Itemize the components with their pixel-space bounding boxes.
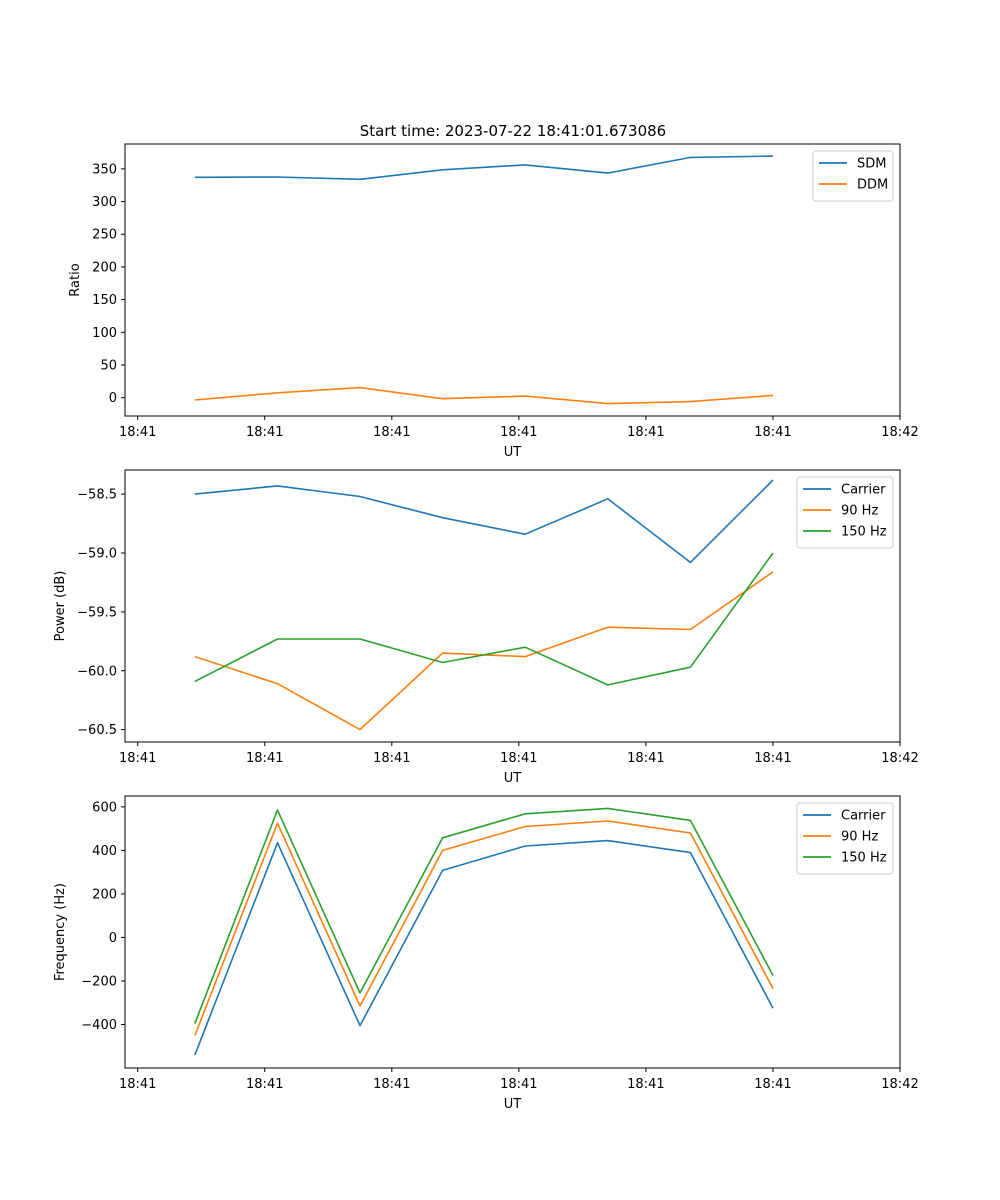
frequency-y-axis-label: Frequency (Hz) [53, 883, 68, 981]
ratio-y-tick-label: 0 [109, 391, 117, 406]
frequency-panel: 18:41 18:41 18:41 18:41 18:41 18:41 18:42 −400 −… [53, 795, 919, 1112]
ratio-x-tick-label: 18:41 [119, 425, 156, 440]
power-series-150-hz-line [194, 552, 774, 686]
power-x-tick-label: 18:41 [627, 751, 664, 766]
frequency-legend-label-carrier: Carrier [841, 809, 886, 824]
ratio-series-sdm-line [194, 155, 774, 181]
frequency-x-tick-label: 18:41 [119, 1077, 156, 1092]
ratio-series-ddm-line [194, 386, 774, 405]
chart-title: Start time: 2023-07-22 18:41:01.673086 [360, 122, 666, 140]
power-y-tick-label: −58.5 [77, 488, 117, 503]
power-x-tick-label: 18:42 [881, 751, 918, 766]
power-y-tick-label: −59.0 [77, 547, 117, 562]
ratio-y-tick-label: 300 [92, 195, 117, 210]
ratio-y-tick-label: 200 [92, 260, 117, 275]
frequency-x-tick-label: 18:42 [881, 1077, 918, 1092]
ratio-x-axis-label: UT [504, 445, 522, 460]
frequency-x-tick-label: 18:41 [246, 1077, 283, 1092]
power-y-tick-label: −60.0 [77, 664, 117, 679]
ratio-y-tick-label: 100 [92, 326, 117, 341]
frequency-y-tick-label: 400 [92, 844, 117, 859]
power-x-tick-label: 18:41 [119, 751, 156, 766]
frequency-y-tick-label: 0 [109, 931, 117, 946]
ratio-axes-frame [124, 143, 901, 417]
power-x-axis-label: UT [504, 771, 522, 786]
frequency-y-tick-label: −200 [81, 974, 117, 989]
frequency-series-150-hz-line [194, 807, 774, 1024]
ratio-legend-label-ddm: DDM [857, 178, 888, 193]
ratio-x-tick-label: 18:41 [500, 425, 537, 440]
power-legend-label-carrier: Carrier [841, 483, 886, 498]
power-legend-label-90-hz: 90 Hz [841, 504, 878, 519]
frequency-y-tick-label: −400 [81, 1018, 117, 1033]
power-y-tick-label: −59.5 [77, 605, 117, 620]
power-y-axis-label: Power (dB) [53, 571, 68, 642]
frequency-legend-label-150-hz: 150 Hz [841, 851, 887, 866]
ratio-y-tick-label: 350 [92, 162, 117, 177]
power-legend: Carrier 90 Hz 150 Hz [796, 476, 894, 549]
ratio-x-tick-label: 18:41 [754, 425, 791, 440]
power-x-tick-label: 18:41 [500, 751, 537, 766]
frequency-axes-frame [124, 795, 901, 1069]
frequency-series-90-hz-line [194, 820, 774, 1036]
ratio-y-tick-label: 50 [100, 359, 117, 374]
power-axes-frame [124, 469, 901, 743]
power-panel: 18:41 18:41 18:41 18:41 18:41 18:41 18:42 −60.5… [53, 469, 919, 786]
frequency-x-tick-label: 18:41 [373, 1077, 410, 1092]
frequency-x-tick-label: 18:41 [500, 1077, 537, 1092]
power-legend-label-150-hz: 150 Hz [841, 525, 887, 540]
ratio-y-tick-label: 150 [92, 293, 117, 308]
frequency-x-tick-label: 18:41 [627, 1077, 664, 1092]
power-series-carrier-line [194, 479, 774, 564]
power-y-tick-label: −60.5 [77, 723, 117, 738]
ratio-x-tick-label: 18:41 [627, 425, 664, 440]
ratio-x-tick-label: 18:41 [246, 425, 283, 440]
ratio-y-axis-label: Ratio [68, 263, 83, 296]
power-x-tick-label: 18:41 [373, 751, 410, 766]
frequency-series-carrier-line [194, 839, 774, 1056]
frequency-legend: Carrier 90 Hz 150 Hz [796, 802, 894, 875]
ratio-legend-label-sdm: SDM [857, 157, 886, 172]
frequency-y-tick-label: 600 [92, 800, 117, 815]
ratio-panel: 18:41 18:41 18:41 18:41 18:41 18:41 18:42 0 50 10… [68, 143, 919, 460]
frequency-x-tick-label: 18:41 [754, 1077, 791, 1092]
frequency-x-axis-label: UT [504, 1097, 522, 1112]
frequency-legend-label-90-hz: 90 Hz [841, 830, 878, 845]
ratio-y-tick-label: 250 [92, 228, 117, 243]
power-x-tick-label: 18:41 [754, 751, 791, 766]
ratio-x-tick-label: 18:41 [373, 425, 410, 440]
power-x-tick-label: 18:41 [246, 751, 283, 766]
ratio-x-tick-label: 18:42 [881, 425, 918, 440]
ratio-legend: SDM DDM [812, 150, 894, 202]
frequency-y-tick-label: 200 [92, 887, 117, 902]
